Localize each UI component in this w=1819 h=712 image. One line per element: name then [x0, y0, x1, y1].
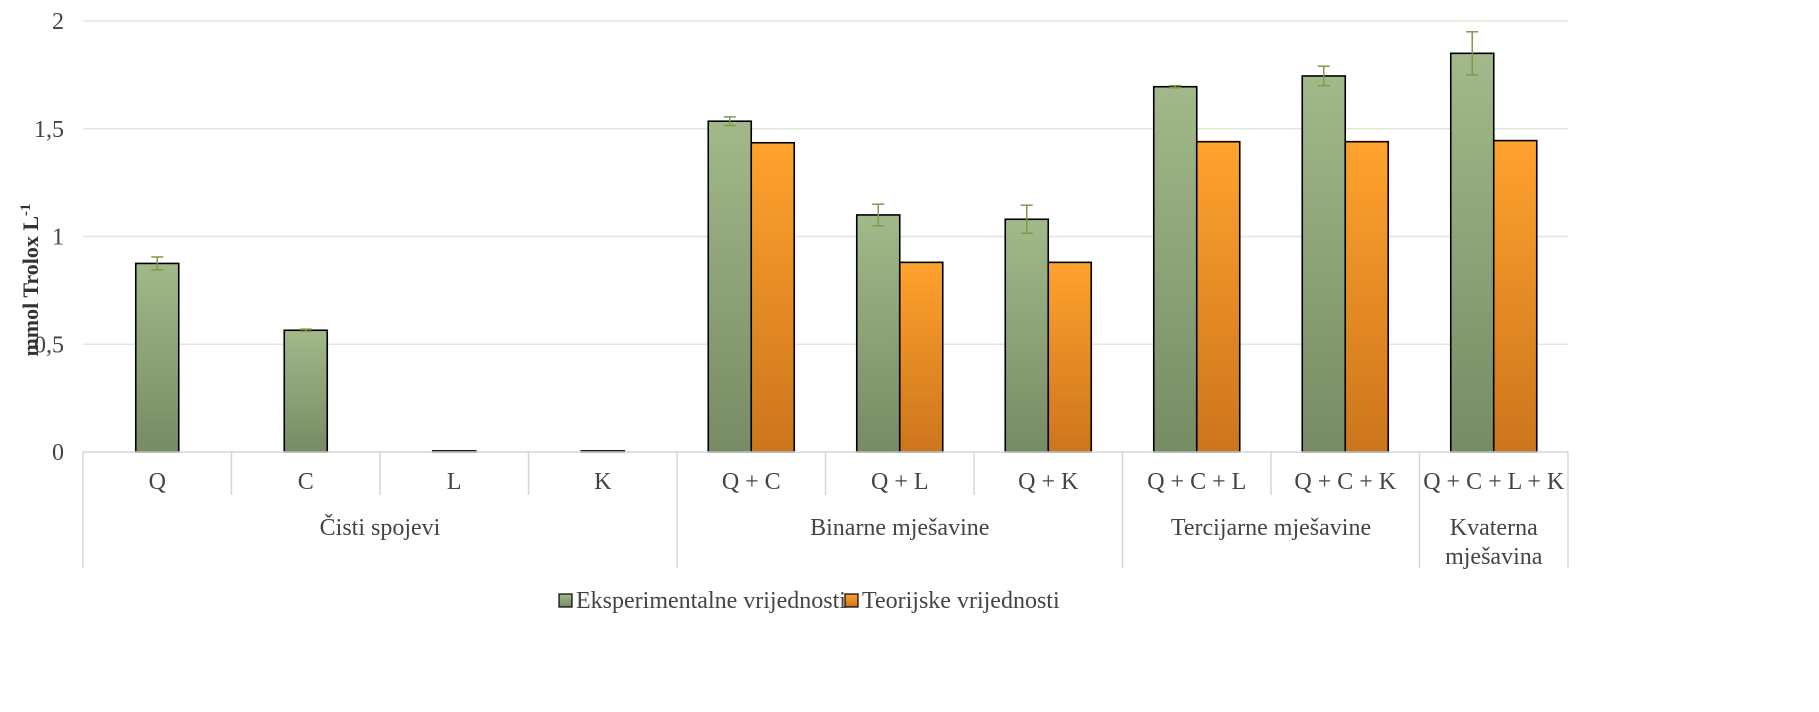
error-bar: [723, 116, 736, 127]
category-labels: Q C L K Q + C Q + L Q + K Q + C + L Q + C + K Q +…: [149, 469, 1565, 495]
y-axis-title-superscript: -1: [18, 203, 34, 216]
group-label: Tercijarne mješavine: [1171, 515, 1371, 541]
y-tick-label: 0,5: [34, 332, 64, 358]
bar-experimental: [134, 262, 180, 453]
error-bar: [1169, 84, 1182, 89]
group-label-line: Kvaterna: [1450, 515, 1538, 541]
group-label-line: mješavina: [1445, 544, 1543, 570]
error-bar: [299, 328, 312, 333]
group-labels: Čisti spojevi Binarne mješavine Tercijarne…: [320, 514, 1543, 570]
group-label-line: Binarne mješavine: [810, 515, 989, 541]
bar-experimental: [1152, 85, 1198, 453]
category-label: Q + C + L: [1147, 469, 1246, 495]
y-tick-label: 1: [52, 225, 64, 251]
legend-label: Eksperimentalne vrijednosti: [576, 588, 846, 614]
legend-swatch: [844, 593, 859, 608]
category-label: Q + C + K: [1294, 469, 1396, 495]
bar-experimental: [707, 120, 753, 453]
category-label: L: [447, 469, 462, 495]
y-tick-label: 2: [52, 9, 64, 35]
group-label: Binarne mješavine: [810, 515, 989, 541]
error-bar: [872, 203, 885, 227]
group-label-line: Čisti spojevi: [320, 514, 441, 541]
bar-experimental: [1301, 75, 1347, 453]
category-axis: [82, 451, 1569, 568]
group-label: Kvaterna mješavina: [1445, 515, 1543, 570]
bar-theoretical: [1047, 261, 1093, 453]
bar-experimental: [1449, 52, 1495, 453]
bar-experimental: [1004, 218, 1050, 453]
bar-theoretical: [1492, 139, 1538, 453]
bar-theoretical: [1344, 140, 1390, 453]
bar-experimental: [283, 329, 329, 453]
legend-item: Eksperimentalne vrijednosti: [558, 588, 846, 614]
bar-theoretical: [1195, 140, 1241, 453]
bar-theoretical: [750, 141, 796, 453]
group-label-line: Tercijarne mješavine: [1171, 515, 1371, 541]
category-label: Q + C: [722, 469, 781, 495]
legend: Eksperimentalne vrijednosti Teorijske vri…: [558, 588, 1060, 614]
bar-theoretical: [898, 261, 944, 453]
bar-experimental: [855, 214, 901, 453]
group-label: Čisti spojevi: [320, 514, 441, 541]
category-label: Q + L: [871, 469, 929, 495]
error-bar: [1466, 31, 1479, 76]
error-bar: [1020, 204, 1033, 235]
legend-label: Teorijske vrijednosti: [862, 588, 1060, 614]
category-label: Q + K: [1018, 469, 1079, 495]
y-axis-title: mmol Trolox L-1: [18, 203, 43, 356]
category-label: Q: [149, 469, 166, 495]
legend-swatch: [558, 593, 573, 608]
y-tick-labels: 0 0,5 1 1,5 2: [34, 9, 64, 466]
category-label: C: [298, 469, 314, 495]
bars: [134, 31, 1538, 453]
category-label: Q + C + L + K: [1423, 469, 1565, 495]
y-tick-label: 0: [52, 440, 64, 466]
error-bar: [1317, 65, 1330, 87]
category-label: K: [594, 469, 612, 495]
y-tick-label: 1,5: [34, 117, 64, 143]
y-axis-title-main: mmol Trolox L: [18, 216, 43, 357]
error-bar: [151, 256, 164, 271]
legend-item: Teorijske vrijednosti: [844, 588, 1060, 614]
